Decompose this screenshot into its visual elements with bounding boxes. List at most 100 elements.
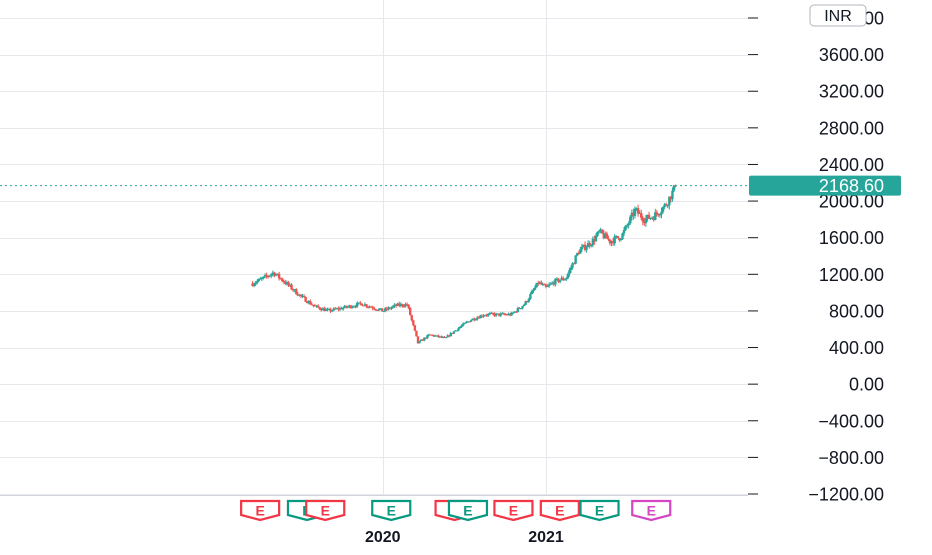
candle[interactable] bbox=[505, 313, 509, 316]
candle[interactable] bbox=[341, 306, 345, 311]
candle[interactable] bbox=[287, 280, 290, 287]
candle[interactable] bbox=[329, 307, 332, 313]
candle[interactable] bbox=[633, 206, 637, 219]
candle[interactable] bbox=[462, 322, 465, 327]
candle[interactable] bbox=[410, 314, 413, 322]
candle[interactable] bbox=[430, 334, 434, 336]
candle[interactable] bbox=[610, 240, 613, 247]
candle[interactable] bbox=[576, 252, 579, 257]
earnings-marker[interactable]: E bbox=[579, 499, 620, 522]
candle[interactable] bbox=[365, 303, 368, 308]
candle[interactable] bbox=[474, 318, 477, 321]
candle[interactable] bbox=[273, 271, 276, 278]
candle[interactable] bbox=[338, 306, 342, 312]
earnings-marker[interactable]: E bbox=[305, 499, 346, 522]
candle[interactable] bbox=[640, 209, 643, 221]
candle[interactable] bbox=[440, 335, 443, 338]
candle[interactable] bbox=[613, 233, 616, 246]
candle[interactable] bbox=[413, 325, 417, 332]
candle[interactable] bbox=[540, 280, 543, 285]
candle[interactable] bbox=[371, 305, 374, 311]
candle[interactable] bbox=[483, 314, 487, 317]
candle[interactable] bbox=[351, 305, 354, 309]
earnings-marker[interactable]: E bbox=[240, 499, 281, 522]
candle[interactable] bbox=[660, 207, 663, 219]
candle[interactable] bbox=[649, 217, 652, 221]
candle[interactable] bbox=[569, 265, 573, 273]
candle[interactable] bbox=[455, 330, 459, 332]
candle[interactable] bbox=[607, 235, 610, 242]
candle[interactable] bbox=[291, 288, 295, 293]
candle[interactable] bbox=[313, 303, 317, 307]
earnings-marker[interactable]: E bbox=[447, 499, 489, 522]
candle[interactable] bbox=[513, 311, 516, 314]
candle[interactable] bbox=[529, 292, 532, 300]
candle[interactable] bbox=[519, 308, 523, 310]
candle[interactable] bbox=[538, 281, 541, 285]
candle[interactable] bbox=[266, 275, 270, 279]
candle[interactable] bbox=[268, 275, 271, 278]
candle[interactable] bbox=[429, 334, 432, 336]
candle[interactable] bbox=[632, 208, 635, 220]
candle[interactable] bbox=[299, 294, 303, 299]
candle[interactable] bbox=[366, 305, 370, 309]
candle[interactable] bbox=[288, 283, 292, 288]
earnings-marker[interactable]: E bbox=[631, 499, 672, 522]
candle[interactable] bbox=[421, 339, 424, 341]
candle[interactable] bbox=[507, 312, 510, 316]
candle[interactable] bbox=[405, 302, 409, 306]
candle[interactable] bbox=[360, 303, 364, 306]
candle[interactable] bbox=[476, 316, 479, 321]
candle[interactable] bbox=[572, 262, 576, 265]
candle[interactable] bbox=[385, 306, 388, 312]
candle[interactable] bbox=[491, 312, 495, 316]
candle[interactable] bbox=[552, 280, 556, 287]
candle[interactable] bbox=[501, 311, 504, 315]
candle[interactable] bbox=[669, 196, 673, 203]
candle[interactable] bbox=[346, 305, 349, 309]
candle[interactable] bbox=[571, 262, 574, 270]
candle[interactable] bbox=[254, 280, 257, 287]
candle[interactable] bbox=[546, 284, 549, 288]
candle[interactable] bbox=[337, 306, 340, 312]
candle[interactable] bbox=[282, 279, 285, 284]
candle[interactable] bbox=[555, 277, 559, 281]
candle[interactable] bbox=[627, 221, 630, 229]
candle[interactable] bbox=[672, 185, 676, 192]
candle[interactable] bbox=[369, 305, 373, 308]
candle[interactable] bbox=[396, 302, 399, 307]
candle[interactable] bbox=[515, 310, 518, 314]
earnings-marker[interactable]: E bbox=[493, 499, 534, 522]
candle[interactable] bbox=[558, 280, 562, 284]
candle[interactable] bbox=[390, 306, 393, 311]
candle[interactable] bbox=[404, 302, 407, 308]
candle[interactable] bbox=[368, 305, 371, 309]
candle[interactable] bbox=[591, 236, 595, 248]
candle[interactable] bbox=[630, 209, 634, 221]
candle[interactable] bbox=[435, 335, 438, 337]
candle[interactable] bbox=[635, 207, 638, 211]
candle[interactable] bbox=[418, 340, 421, 344]
candle[interactable] bbox=[647, 211, 651, 220]
candle[interactable] bbox=[535, 282, 538, 288]
candle[interactable] bbox=[454, 330, 457, 332]
candle[interactable] bbox=[472, 317, 476, 322]
candle[interactable] bbox=[652, 215, 655, 222]
candle[interactable] bbox=[602, 230, 605, 240]
candle[interactable] bbox=[457, 326, 460, 332]
candle[interactable] bbox=[326, 307, 329, 312]
candle[interactable] bbox=[449, 331, 452, 337]
candle[interactable] bbox=[359, 301, 362, 306]
candle[interactable] bbox=[604, 231, 607, 239]
candle[interactable] bbox=[666, 204, 669, 209]
candle[interactable] bbox=[619, 238, 623, 242]
candle[interactable] bbox=[323, 306, 326, 312]
candle[interactable] bbox=[479, 314, 482, 319]
candle[interactable] bbox=[301, 293, 304, 298]
candle[interactable] bbox=[416, 336, 420, 344]
earnings-event-markers[interactable]: EEEEEEEEEE bbox=[240, 499, 672, 522]
candle[interactable] bbox=[493, 312, 496, 317]
currency-badge-label[interactable]: INR bbox=[824, 8, 852, 25]
candle[interactable] bbox=[650, 216, 654, 220]
